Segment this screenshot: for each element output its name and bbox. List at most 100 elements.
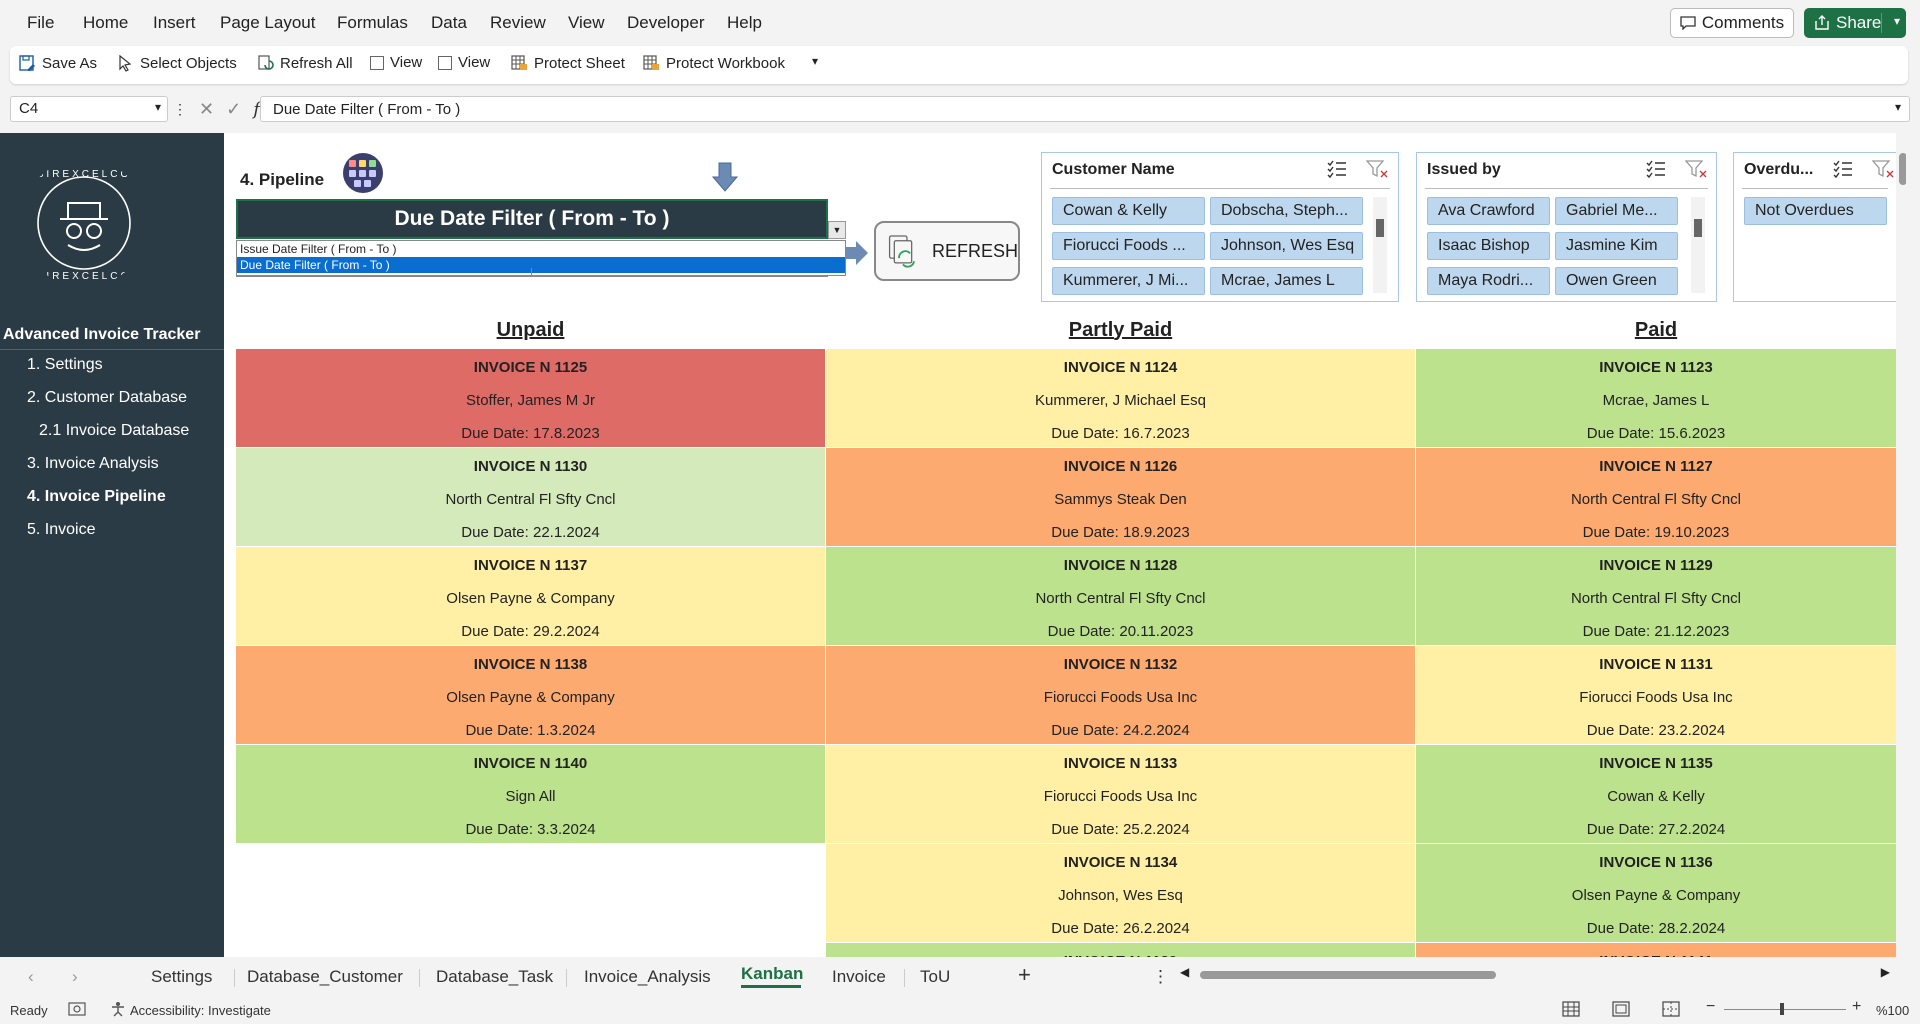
accessibility-icon[interactable] <box>110 1001 126 1017</box>
chevron-down-icon[interactable]: ▾ <box>154 100 161 114</box>
view-toggle-1[interactable]: View <box>370 54 422 71</box>
filter-option-issue-date[interactable]: Issue Date Filter ( From - To ) <box>240 242 397 256</box>
normal-view-icon[interactable] <box>1562 1000 1580 1018</box>
invoice-card[interactable]: INVOICE N 1124 Kummerer, J Michael Esq Due… <box>826 349 1415 448</box>
date-filter-dropdown[interactable]: Due Date Filter ( From - To ) <box>236 199 828 239</box>
invoice-card[interactable]: INVOICE N 1133 Fiorucci Foods Usa Inc Due … <box>826 745 1415 844</box>
more-sheets-icon[interactable]: ⋮ <box>1152 967 1169 986</box>
invoice-card[interactable]: INVOICE N 1130 North Central Fl Sfty Cncl… <box>236 448 825 547</box>
customize-toolbar-icon[interactable]: ▾ <box>812 54 819 68</box>
name-box[interactable]: C4 ▾ <box>10 96 168 122</box>
slicer-item[interactable]: Gabriel Me... <box>1555 197 1678 225</box>
invoice-card[interactable]: INVOICE N 1127 North Central Fl Sfty Cncl… <box>1416 448 1896 547</box>
zoom-out-icon[interactable]: − <box>1706 998 1716 1015</box>
multi-select-icon[interactable] <box>1326 159 1348 179</box>
expand-formula-icon[interactable]: ▾ <box>1894 100 1901 114</box>
menu-file[interactable]: File <box>27 13 55 32</box>
invoice-card[interactable]: INVOICE N 1123 Mcrae, James L Due Date: 15… <box>1416 349 1896 448</box>
slicer-scrollbar[interactable] <box>1373 197 1387 293</box>
zoom-slider-handle[interactable] <box>1780 1003 1784 1015</box>
tab-database-customer[interactable]: Database_Customer <box>247 967 403 986</box>
vertical-scrollbar[interactable] <box>1896 133 1906 957</box>
invoice-card[interactable]: INVOICE N 1129 North Central Fl Sfty Cncl… <box>1416 547 1896 646</box>
clear-filter-icon[interactable] <box>1685 159 1707 179</box>
tab-invoice[interactable]: Invoice <box>832 967 886 986</box>
slicer-item[interactable]: Dobscha, Steph... <box>1210 197 1363 225</box>
tab-invoice-analysis[interactable]: Invoice_Analysis <box>584 967 711 986</box>
multi-select-icon[interactable] <box>1645 159 1667 179</box>
slicer-item[interactable]: Owen Green <box>1555 267 1678 295</box>
scroll-thumb[interactable] <box>1200 971 1496 979</box>
refresh-button[interactable]: REFRESH <box>874 221 1020 281</box>
slicer-item[interactable]: Kummerer, J Mi... <box>1052 267 1205 295</box>
slicer-item[interactable]: Not Overdues <box>1744 197 1887 225</box>
slicer-item[interactable]: Ava Crawford <box>1427 197 1550 225</box>
refresh-all-button[interactable]: Refresh All <box>256 54 353 72</box>
invoice-card[interactable]: INVOICE N 1137 Olsen Payne & Company Due D… <box>236 547 825 646</box>
next-sheet-icon[interactable]: › <box>72 967 78 986</box>
multi-select-icon[interactable] <box>1832 159 1854 179</box>
sidebar-item-customer-database[interactable]: 2. Customer Database <box>27 389 188 406</box>
sidebar-item-invoice[interactable]: 5. Invoice <box>27 521 96 538</box>
view-checkbox-1[interactable] <box>370 55 384 70</box>
invoice-card[interactable]: INVOICE N 1141 <box>1416 943 1896 957</box>
tab-settings[interactable]: Settings <box>151 967 213 986</box>
menu-data[interactable]: Data <box>431 13 467 32</box>
accessibility-status[interactable]: Accessibility: Investigate <box>130 1003 271 1018</box>
invoice-card[interactable]: INVOICE N 1135 Cowan & Kelly Due Date: 27.… <box>1416 745 1896 844</box>
select-objects-button[interactable]: Select Objects <box>116 54 237 72</box>
menu-page-layout[interactable]: Page Layout <box>220 13 316 32</box>
menu-formulas[interactable]: Formulas <box>337 13 408 32</box>
sidebar-item-settings[interactable]: 1. Settings <box>27 356 103 373</box>
zoom-in-icon[interactable]: + <box>1852 998 1862 1015</box>
prev-sheet-icon[interactable]: ‹ <box>28 967 34 986</box>
slicer-item[interactable]: Johnson, Wes Esq <box>1210 232 1363 260</box>
menu-review[interactable]: Review <box>490 13 546 32</box>
scroll-right-icon[interactable]: ▶ <box>1880 965 1890 979</box>
zoom-slider[interactable] <box>1724 1009 1846 1010</box>
invoice-card[interactable]: INVOICE N 1131 Fiorucci Foods Usa Inc Due … <box>1416 646 1896 745</box>
scroll-left-icon[interactable]: ◀ <box>1180 965 1190 979</box>
scroll-thumb[interactable] <box>1376 219 1384 237</box>
scroll-thumb[interactable] <box>1694 219 1702 237</box>
invoice-card[interactable]: INVOICE N 1136 Olsen Payne & Company Due D… <box>1416 844 1896 943</box>
slicer-item[interactable]: Cowan & Kelly <box>1052 197 1205 225</box>
invoice-card[interactable]: INVOICE N 1140 Sign All Due Date: 3.3.2024 <box>236 745 825 844</box>
slicer-item[interactable]: Jasmine Kim <box>1555 232 1678 260</box>
filter-option-due-date[interactable]: Due Date Filter ( From - To ) <box>237 257 845 273</box>
view-checkbox-2[interactable] <box>438 55 452 70</box>
page-break-view-icon[interactable] <box>1662 1000 1680 1018</box>
menu-developer[interactable]: Developer <box>627 13 705 32</box>
more-icon[interactable]: ⋮ <box>173 100 187 117</box>
invoice-card[interactable]: INVOICE N 1138 Olsen Payne & Company Due D… <box>236 646 825 745</box>
add-sheet-icon[interactable]: + <box>1018 962 1031 987</box>
chevron-down-icon[interactable]: ▾ <box>1893 14 1900 28</box>
menu-insert[interactable]: Insert <box>153 13 196 32</box>
menu-view[interactable]: View <box>568 13 605 32</box>
tab-tou[interactable]: ToU <box>920 967 951 986</box>
slicer-item[interactable]: Isaac Bishop <box>1427 232 1550 260</box>
slicer-scrollbar[interactable] <box>1691 197 1705 293</box>
scroll-thumb[interactable] <box>1899 153 1906 185</box>
sidebar-item-invoice-database[interactable]: 2.1 Invoice Database <box>39 422 190 439</box>
clear-filter-icon[interactable] <box>1366 159 1388 179</box>
enter-icon[interactable]: ✓ <box>226 98 242 119</box>
protect-sheet-button[interactable]: Protect Sheet <box>510 54 625 72</box>
slicer-item[interactable]: Mcrae, James L <box>1210 267 1363 295</box>
share-button[interactable]: Share ▾ <box>1804 8 1906 38</box>
menu-help[interactable]: Help <box>727 13 762 32</box>
view-toggle-2[interactable]: View <box>438 54 490 71</box>
invoice-card[interactable]: INVOICE N 1125 Stoffer, James M Jr Due Dat… <box>236 349 825 448</box>
save-as-button[interactable]: Save As <box>18 54 97 72</box>
clear-filter-icon[interactable] <box>1872 159 1894 179</box>
slicer-item[interactable]: Fiorucci Foods ... <box>1052 232 1205 260</box>
invoice-card[interactable]: INVOICE N 1134 Johnson, Wes Esq Due Date: … <box>826 844 1415 943</box>
worksheet[interactable]: SIREXCELCO SIREXCELCO Advanced Invoice T… <box>0 133 1906 957</box>
sidebar-item-invoice-pipeline[interactable]: 4. Invoice Pipeline <box>27 488 166 505</box>
tab-database-task[interactable]: Database_Task <box>436 967 554 986</box>
invoice-card[interactable]: INVOICE N 1132 Fiorucci Foods Usa Inc Due … <box>826 646 1415 745</box>
zoom-level[interactable]: %100 <box>1876 1003 1910 1018</box>
macro-record-icon[interactable] <box>68 1001 86 1017</box>
slicer-item[interactable]: Maya Rodri... <box>1427 267 1550 295</box>
protect-workbook-button[interactable]: Protect Workbook <box>642 54 785 72</box>
